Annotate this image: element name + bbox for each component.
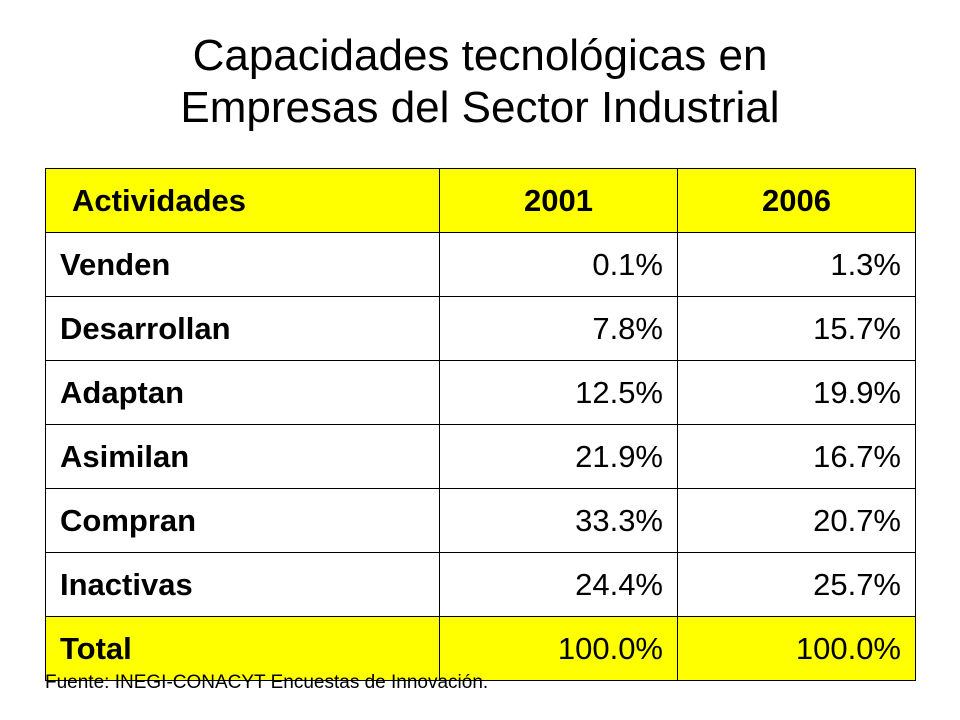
value-2006: 1.3% [677,232,916,297]
source-note: Fuente: INEGI-CONACYT Encuestas de Innov… [45,672,489,693]
table-row: Inactivas 24.4% 25.7% [45,552,916,617]
header-actividades: Actividades [45,168,440,233]
value-2006: 15.7% [677,296,916,361]
table-row: Adaptan 12.5% 19.9% [45,360,916,425]
table-header-row: Actividades 2001 2006 [45,168,916,233]
row-label: Asimilan [45,424,440,489]
header-2006: 2006 [677,168,916,233]
total-2001: 100.0% [439,616,678,681]
table-row: Desarrollan 7.8% 15.7% [45,296,916,361]
header-2001: 2001 [439,168,678,233]
value-2006: 20.7% [677,488,916,553]
row-label: Adaptan [45,360,440,425]
value-2006: 19.9% [677,360,916,425]
value-2001: 0.1% [439,232,678,297]
table-row: Asimilan 21.9% 16.7% [45,424,916,489]
value-2001: 7.8% [439,296,678,361]
value-2001: 33.3% [439,488,678,553]
value-2006: 16.7% [677,424,916,489]
value-2001: 24.4% [439,552,678,617]
row-label: Compran [45,488,440,553]
row-label: Inactivas [45,552,440,617]
total-2006: 100.0% [677,616,916,681]
title-line-1: Capacidades tecnológicas en [192,31,768,80]
row-label: Venden [45,232,440,297]
title-line-2: Empresas del Sector Industrial [180,83,780,132]
value-2001: 12.5% [439,360,678,425]
table-row: Compran 33.3% 20.7% [45,488,916,553]
table-row: Venden 0.1% 1.3% [45,232,916,297]
total-label: Total [45,616,440,681]
value-2001: 21.9% [439,424,678,489]
row-label: Desarrollan [45,296,440,361]
total-row: Total 100.0% 100.0% [45,616,916,681]
page-title: Capacidades tecnológicas en Empresas del… [0,30,960,134]
value-2006: 25.7% [677,552,916,617]
activities-table: Actividades 2001 2006 Venden 0.1% 1.3% D… [45,168,916,681]
